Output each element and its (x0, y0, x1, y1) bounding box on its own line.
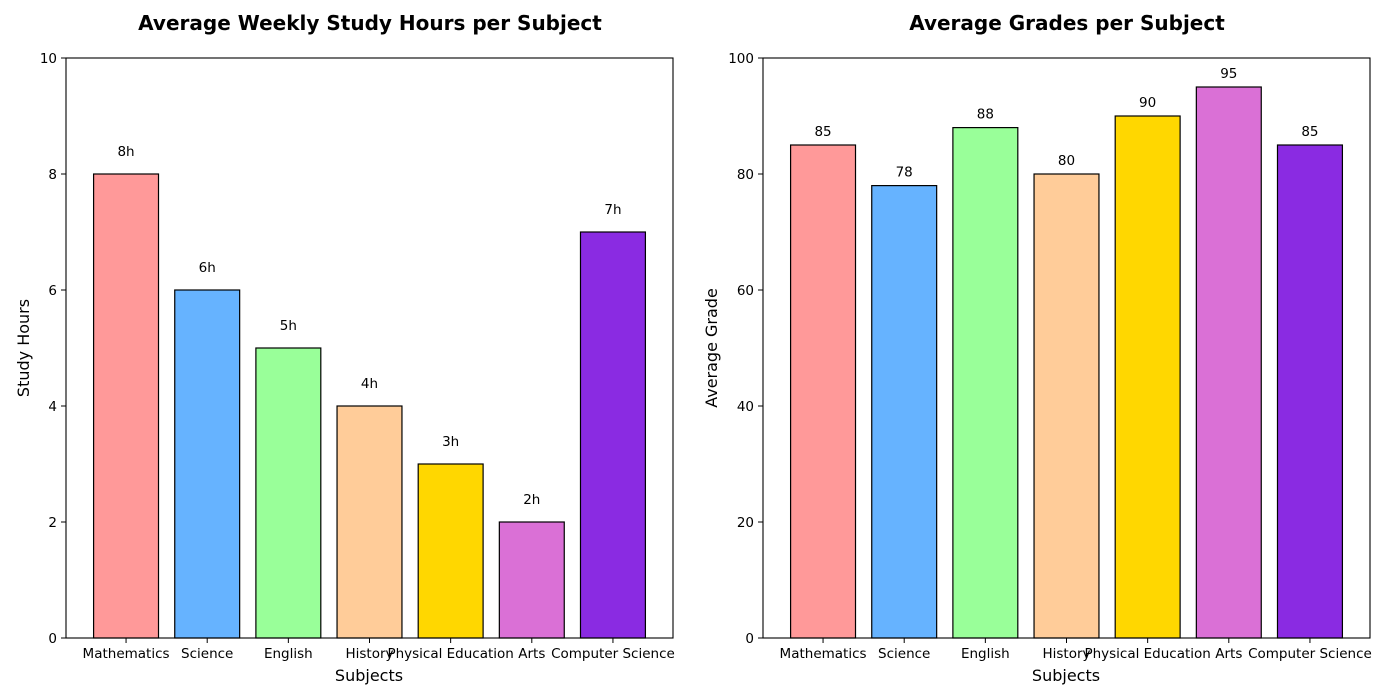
data-label: 8h (117, 144, 134, 160)
y-ticks: 0 2 4 6 8 10 (40, 51, 66, 647)
x-axis-label: Subjects (335, 666, 403, 685)
data-label: 2h (523, 492, 540, 508)
x-ticks: Mathematics Science English HistoryPhysical… (780, 638, 1372, 662)
bar-history (336, 405, 403, 639)
x-ticks: Mathematics Science English HistoryPhysical… (83, 638, 675, 662)
bar-english (255, 347, 322, 639)
x-tick-label: Computer Science (1248, 646, 1372, 662)
bar-science (174, 289, 241, 639)
bars (789, 86, 1344, 639)
y-tick-label: 4 (48, 399, 57, 415)
x-tick-label: History (1042, 646, 1090, 662)
data-label: 95 (1220, 66, 1237, 82)
x-tick-label: Mathematics (83, 646, 170, 662)
x-tick-label: Mathematics (780, 646, 867, 662)
x-axis-label: Subjects (1032, 666, 1100, 685)
x-tick-label: Science (878, 646, 930, 662)
y-tick-label: 8 (48, 167, 57, 183)
x-tick-label: Physical Education (1084, 646, 1210, 662)
x-tick-label: History (345, 646, 393, 662)
bar-computer-science (1276, 144, 1344, 639)
bars (92, 173, 647, 639)
y-tick-label: 10 (40, 51, 57, 67)
y-tick-label: 60 (737, 283, 754, 299)
average-grades-chart: Average Grades per Subject Subjects Aver… (702, 11, 1372, 685)
data-labels: 8h 6h 5h 4h 3h 2h 7h (117, 144, 621, 508)
bar-science (871, 185, 938, 639)
x-tick-label: Arts (1215, 646, 1242, 662)
study-hours-chart: Average Weekly Study Hours per Subject S… (14, 11, 675, 685)
bar-english (952, 126, 1019, 639)
data-label: 5h (280, 318, 297, 334)
y-tick-label: 100 (728, 51, 754, 67)
bar-computer-science (579, 231, 647, 639)
x-tick-label: Arts (518, 646, 545, 662)
data-label: 3h (442, 434, 459, 450)
y-tick-label: 2 (48, 515, 57, 531)
bar-mathematics (789, 144, 857, 639)
y-tick-label: 40 (737, 399, 754, 415)
data-label: 6h (199, 260, 216, 276)
data-label: 80 (1058, 153, 1075, 169)
data-label: 85 (814, 124, 831, 140)
data-label: 78 (896, 165, 913, 181)
x-tick-label: Science (181, 646, 233, 662)
bar-arts (498, 521, 565, 639)
y-tick-label: 0 (48, 631, 57, 647)
data-label: 85 (1301, 124, 1318, 140)
bar-mathematics (92, 173, 160, 639)
x-tick-label: English (264, 646, 313, 662)
chart-title: Average Weekly Study Hours per Subject (138, 11, 602, 35)
y-tick-label: 20 (737, 515, 754, 531)
x-tick-label: Computer Science (551, 646, 675, 662)
data-label: 7h (604, 202, 621, 218)
x-tick-label: Physical Education (387, 646, 513, 662)
data-labels: 85 78 88 80 90 95 85 (814, 66, 1318, 181)
y-ticks: 0 20 40 60 80 100 (728, 51, 763, 647)
chart-title: Average Grades per Subject (909, 11, 1225, 35)
bar-arts (1195, 86, 1262, 639)
y-tick-label: 0 (745, 631, 754, 647)
data-label: 88 (977, 107, 994, 123)
x-tick-label: English (961, 646, 1010, 662)
y-axis-label: Study Hours (14, 299, 33, 397)
bar-history (1033, 173, 1100, 639)
data-label: 90 (1139, 95, 1156, 111)
y-axis-label: Average Grade (702, 288, 721, 408)
bar-physical-education (417, 463, 484, 639)
y-tick-label: 80 (737, 167, 754, 183)
bar-physical-education (1114, 115, 1181, 639)
y-tick-label: 6 (48, 283, 57, 299)
data-label: 4h (361, 376, 378, 392)
